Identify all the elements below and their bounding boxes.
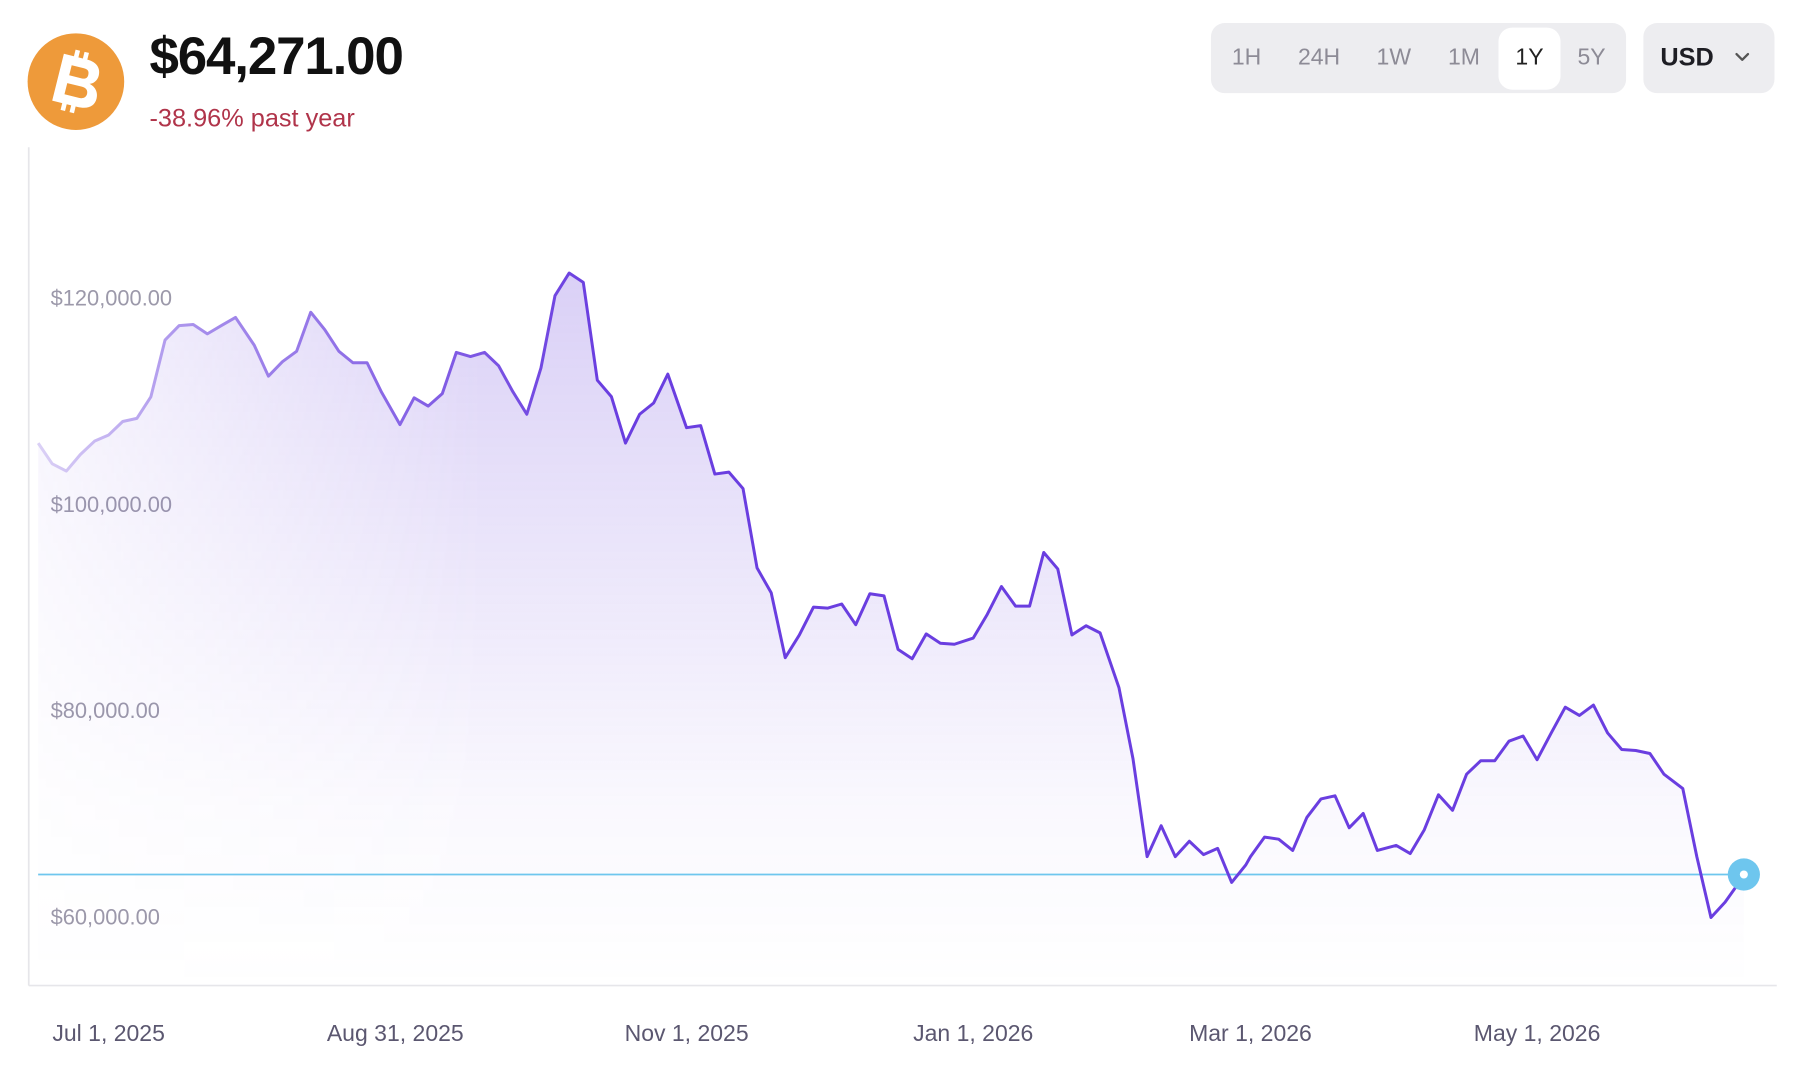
price-change: -38.96% past year [150,104,355,132]
chevron [1735,52,1750,61]
x-tick-label: Aug 31, 2025 [327,1020,464,1046]
x-tick-label: Jan 1, 2026 [913,1020,1033,1046]
range-button-active [1498,27,1561,90]
range-button[interactable]: 1M [1448,44,1480,70]
x-tick-label: Nov 1, 2025 [625,1020,749,1046]
area [38,273,1744,986]
currency[interactable]: USD [1660,43,1713,71]
range-selector [1210,23,1627,94]
x-tick-label: Jul 1, 2025 [52,1020,165,1046]
range-label[interactable]: 1H [1232,44,1261,70]
range-button[interactable]: 5Y [1578,44,1606,70]
range-label[interactable]: 1M [1448,44,1480,70]
range-button[interactable]: 1H [1232,44,1261,70]
range-label[interactable]: 1W [1377,44,1412,70]
x-tick-label: May 1, 2026 [1474,1020,1601,1046]
range-label[interactable]: 5Y [1578,44,1606,70]
range-button[interactable]: 1W [1377,44,1412,70]
plot: $60,000.00$80,000.00$100,000.00$120,000.… [27,147,1777,1046]
bitcoin-logo [27,33,125,130]
price-line [36,271,1746,919]
range-label[interactable]: 1Y [1515,44,1543,70]
current-price-dot [1739,870,1748,879]
range-button[interactable]: 1Y [1498,27,1561,90]
y-tick-label: $120,000.00 [51,286,172,311]
price: $64,271.00 [150,27,403,86]
range-button[interactable]: 24H [1298,44,1340,70]
currency-select[interactable]: USD [1643,23,1775,94]
range-label[interactable]: 24H [1298,44,1340,70]
x-tick-label: Mar 1, 2026 [1189,1020,1312,1046]
